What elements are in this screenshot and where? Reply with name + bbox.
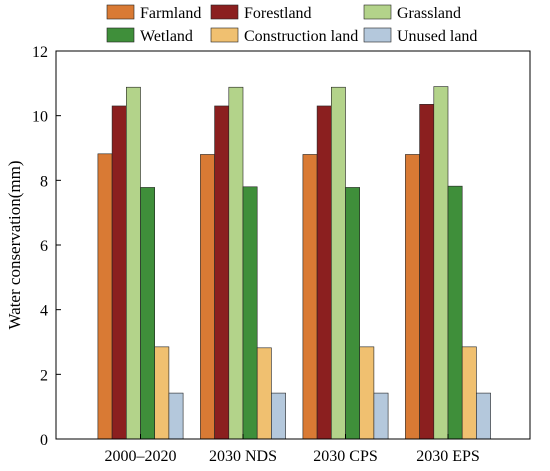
bar-grassland: [228, 86, 244, 440]
bar-farmland: [200, 154, 215, 440]
legend-swatch: [106, 27, 135, 43]
bar-grassland: [433, 86, 449, 440]
legend-swatch: [210, 4, 239, 20]
bar-unused-land: [476, 392, 491, 440]
y-tick-label: 12: [32, 44, 48, 61]
bar-farmland: [405, 154, 420, 440]
legend-swatch: [363, 27, 392, 43]
bar-construction-land: [359, 346, 375, 440]
y-tick-label: 4: [40, 303, 48, 320]
legend-label: Construction land: [244, 28, 358, 45]
bar-forestland: [316, 105, 332, 440]
legend-label: Farmland: [140, 5, 201, 22]
bar-wetland: [447, 185, 463, 440]
legend-label: Wetland: [140, 28, 193, 45]
y-axis-label: Water conservation(mm): [5, 160, 24, 329]
y-tick-label: 8: [40, 173, 48, 190]
legend-label: Grassland: [397, 5, 461, 22]
bar-unused-land: [168, 392, 184, 440]
x-tick-label: 2000–2020: [105, 448, 177, 465]
y-tick-label: 6: [40, 238, 48, 255]
legend-swatch: [210, 27, 239, 43]
bar-farmland: [302, 154, 318, 440]
bar-wetland: [140, 187, 155, 440]
bar-forestland: [111, 105, 127, 440]
bar-forestland: [214, 105, 230, 440]
bar-grassland: [330, 86, 346, 440]
bar-construction-land: [461, 346, 477, 440]
bar-construction-land: [154, 346, 170, 440]
legend-label: Unused land: [397, 28, 477, 45]
y-tick-label: 2: [40, 367, 48, 384]
bar-forestland: [419, 104, 435, 440]
x-tick-label: 2030 NDS: [209, 448, 277, 465]
legend-swatch: [106, 4, 135, 20]
x-tick-label: 2030 CPS: [313, 448, 377, 465]
x-axis: 2000–2020 2030 NDS 2030 CPS 2030 EPS: [105, 434, 480, 465]
bars: [97, 86, 491, 440]
legend-label: Forestland: [244, 5, 312, 22]
bar-construction-land: [256, 347, 272, 440]
y-axis: 0 2 4 6 8 10 12: [32, 44, 61, 449]
y-tick-label: 10: [32, 109, 48, 126]
y-tick-label: 0: [40, 432, 48, 449]
bar-unused-land: [373, 392, 389, 440]
bar-wetland: [345, 187, 360, 440]
legend-swatch: [363, 4, 392, 20]
bar-wetland: [242, 186, 258, 440]
bar-grassland: [126, 86, 141, 440]
x-tick-label: 2030 EPS: [416, 448, 480, 465]
bar-unused-land: [271, 392, 286, 440]
legend: Farmland Forestland Grassland Wetland Constr…: [106, 4, 477, 45]
bar-farmland: [97, 153, 113, 440]
